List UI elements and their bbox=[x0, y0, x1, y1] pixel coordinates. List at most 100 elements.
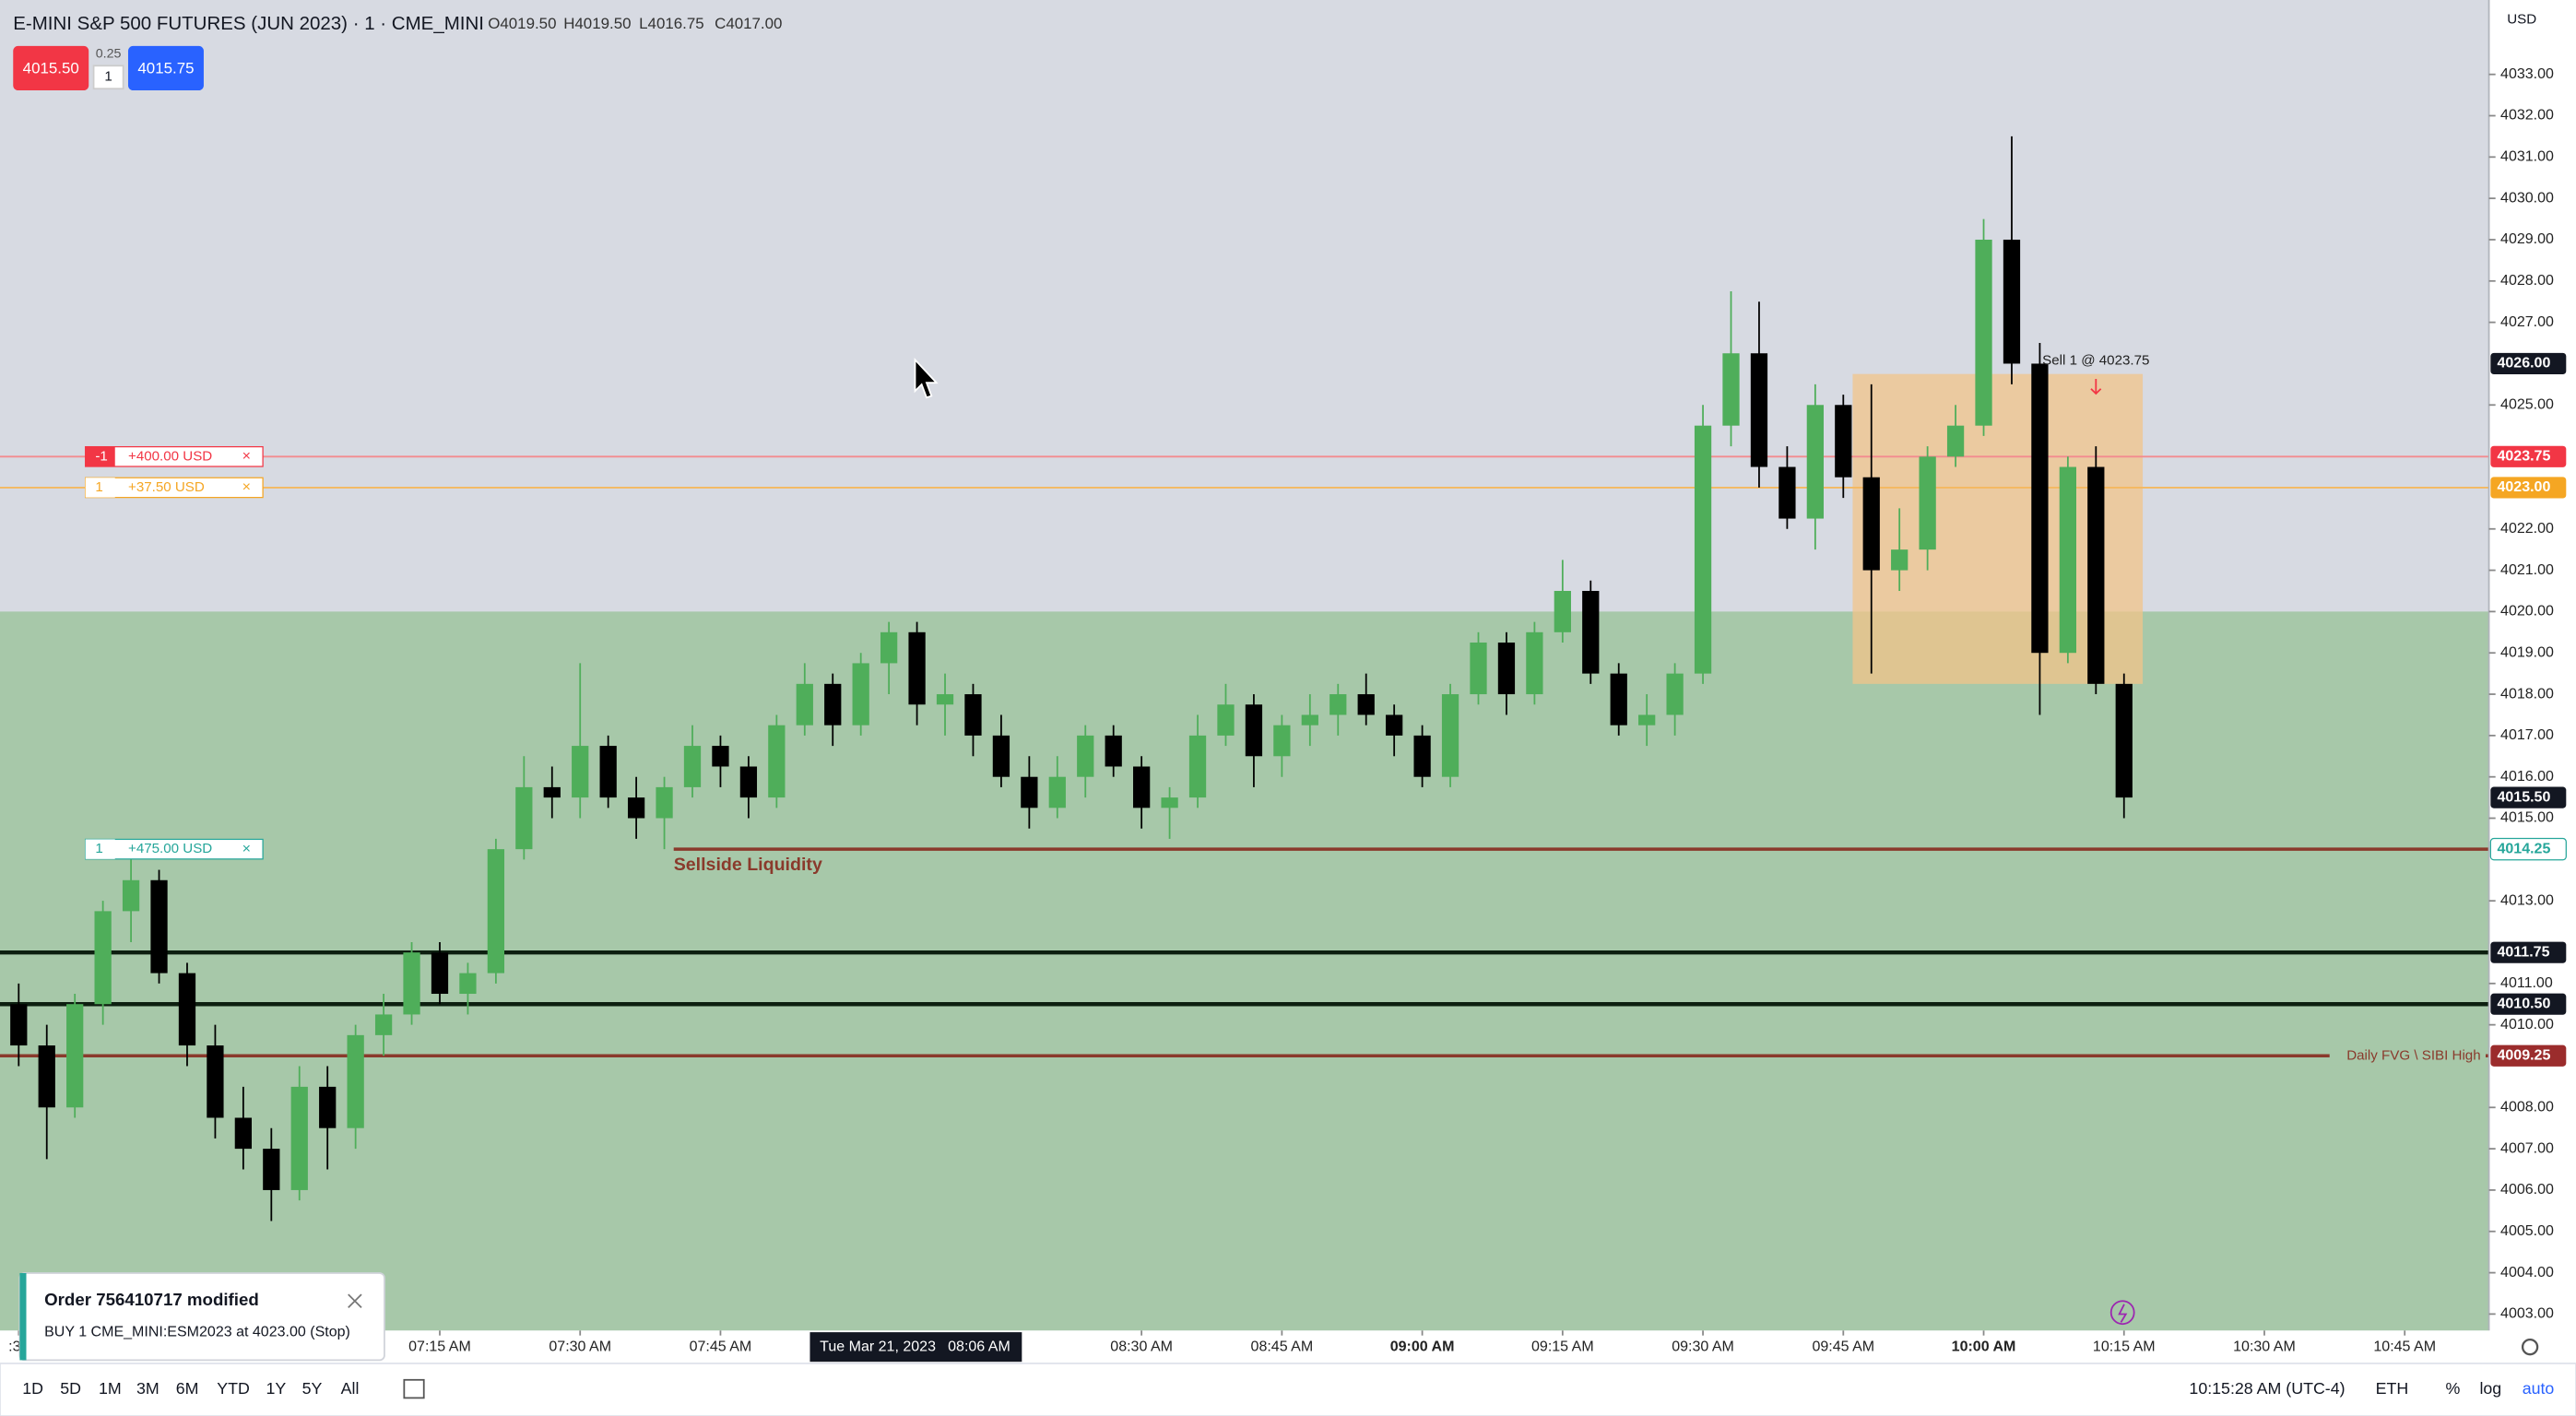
candle-body bbox=[1133, 766, 1151, 808]
qty-box[interactable] bbox=[92, 65, 124, 90]
candle-body bbox=[1526, 631, 1543, 695]
candle-body bbox=[290, 1086, 308, 1190]
candle-body bbox=[992, 735, 1010, 777]
candle-body bbox=[1946, 425, 1965, 457]
y-tick-label: 4032.00 bbox=[2500, 107, 2554, 124]
candle-body bbox=[1638, 714, 1656, 726]
tick-size: 0.25 bbox=[96, 47, 122, 62]
period-button[interactable]: 5Y bbox=[302, 1379, 323, 1398]
toast-close[interactable] bbox=[348, 1293, 362, 1309]
candle-body bbox=[572, 746, 589, 798]
x-tick-label: 09:15 AM bbox=[1531, 1338, 1594, 1354]
candle-body bbox=[1497, 643, 1516, 695]
toast-body: BUY 1 CME_MINI:ESM2023 at 4023.00 (Stop) bbox=[44, 1323, 350, 1339]
candle-body bbox=[1806, 405, 1824, 519]
period-button[interactable]: 1Y bbox=[266, 1379, 286, 1398]
candle-body bbox=[38, 1045, 55, 1108]
price-tag bbox=[2490, 941, 2567, 963]
candle-body bbox=[1386, 714, 1403, 736]
candle-body bbox=[683, 746, 702, 787]
period-button[interactable]: 5D bbox=[60, 1379, 81, 1398]
candle-body bbox=[2031, 363, 2049, 654]
toast-accent bbox=[19, 1272, 27, 1361]
y-tick-label: 4004.00 bbox=[2500, 1264, 2554, 1280]
price-tag-label: 4023.75 bbox=[2497, 448, 2550, 465]
crosshair-label-bg bbox=[809, 1332, 1022, 1363]
period-button[interactable]: 6M bbox=[176, 1379, 199, 1398]
symbol-title: E-MINI S&P 500 FUTURES (JUN 2023) · 1 · … bbox=[13, 13, 484, 34]
log-toggle[interactable]: log bbox=[2479, 1379, 2501, 1398]
candle-body bbox=[2087, 466, 2105, 684]
period-button[interactable]: 1D bbox=[22, 1379, 43, 1398]
price-tag bbox=[2490, 445, 2567, 467]
period-button[interactable]: 3M bbox=[136, 1379, 160, 1398]
y-tick-label: 4033.00 bbox=[2500, 65, 2554, 82]
candle-body bbox=[824, 683, 842, 726]
candle-body bbox=[656, 786, 673, 819]
period-button[interactable]: 1M bbox=[99, 1379, 122, 1398]
candle-body bbox=[1891, 549, 1908, 571]
candle-body bbox=[1778, 466, 1796, 519]
clock: 10:15:28 AM (UTC-4) bbox=[2189, 1379, 2345, 1398]
crosshair-time: 08:06 AM bbox=[948, 1338, 1010, 1354]
x-tick-label: 09:30 AM bbox=[1672, 1338, 1734, 1354]
y-tick-label: 4005.00 bbox=[2500, 1222, 2554, 1239]
candle-body bbox=[1413, 735, 1431, 777]
price-tag-label: 4009.25 bbox=[2497, 1046, 2550, 1063]
x-tick-label: 10:45 AM bbox=[2373, 1338, 2436, 1354]
y-tick-label: 4028.00 bbox=[2500, 272, 2554, 289]
y-tick-label: 4019.00 bbox=[2500, 643, 2554, 660]
x-tick-label: 09:45 AM bbox=[1812, 1338, 1874, 1354]
candle-body bbox=[150, 879, 168, 974]
position-tag[interactable]: 1 +37.50 USD × bbox=[85, 477, 264, 499]
candle-body bbox=[1470, 643, 1487, 695]
x-tick-label: 07:15 AM bbox=[408, 1338, 471, 1354]
y-tick-label: 4021.00 bbox=[2500, 561, 2554, 578]
price-tag-label: 4026.00 bbox=[2497, 355, 2550, 372]
candle-body bbox=[936, 694, 954, 705]
y-tick-label: 4007.00 bbox=[2500, 1139, 2554, 1156]
buy-price[interactable]: 4015.75 bbox=[137, 59, 194, 77]
settings-icon[interactable] bbox=[2521, 1338, 2539, 1356]
candle-body bbox=[515, 786, 533, 850]
position-close[interactable]: × bbox=[242, 448, 251, 465]
y-tick-label: 4017.00 bbox=[2500, 726, 2554, 743]
date-range-icon[interactable] bbox=[403, 1378, 425, 1399]
candle-body bbox=[1188, 735, 1207, 798]
candle-body bbox=[403, 952, 420, 1015]
y-tick-label: 4015.00 bbox=[2500, 809, 2554, 826]
candle-body bbox=[1666, 673, 1684, 715]
y-tick-label: 4027.00 bbox=[2500, 313, 2554, 330]
sell-price[interactable]: 4015.50 bbox=[23, 59, 79, 77]
y-tick-label: 4013.00 bbox=[2500, 891, 2554, 908]
y-tick-label: 4020.00 bbox=[2500, 603, 2554, 620]
candle-body bbox=[1610, 673, 1627, 726]
candle-body bbox=[207, 1045, 224, 1118]
period-button[interactable]: YTD bbox=[217, 1379, 250, 1398]
candle-body bbox=[2059, 466, 2077, 654]
currency[interactable]: USD bbox=[2507, 11, 2536, 27]
events-icon[interactable] bbox=[2109, 1300, 2135, 1326]
buy-button[interactable] bbox=[127, 45, 204, 91]
quantity[interactable]: 1 bbox=[104, 69, 112, 85]
candle-body bbox=[1021, 776, 1038, 808]
position-tag[interactable]: 1 +475.00 USD × bbox=[85, 838, 264, 860]
y-tick-label: 4029.00 bbox=[2500, 230, 2554, 247]
auto-toggle[interactable]: auto bbox=[2523, 1379, 2555, 1398]
period-button[interactable]: All bbox=[341, 1379, 360, 1398]
session[interactable]: ETH bbox=[2376, 1379, 2409, 1398]
position-close[interactable]: × bbox=[242, 478, 251, 495]
ohlc-value: O4019.50 bbox=[488, 15, 556, 32]
mouse-cursor bbox=[914, 357, 939, 399]
percent-toggle[interactable]: % bbox=[2445, 1379, 2460, 1398]
events-bolt bbox=[2118, 1304, 2128, 1323]
position-tag[interactable]: -1 +400.00 USD × bbox=[85, 445, 264, 467]
sell-button[interactable] bbox=[13, 45, 89, 91]
position-close[interactable]: × bbox=[242, 840, 251, 856]
toolbar-items: 1D 5D 1M 3M 6M YTD 1Y 5Y All bbox=[22, 1379, 359, 1398]
candle-body bbox=[1273, 725, 1291, 757]
candle-body bbox=[459, 973, 477, 995]
x-tick-label: 10:15 AM bbox=[2093, 1338, 2156, 1354]
price-tag-label: 4014.25 bbox=[2497, 840, 2550, 856]
candle-body bbox=[1862, 477, 1880, 571]
